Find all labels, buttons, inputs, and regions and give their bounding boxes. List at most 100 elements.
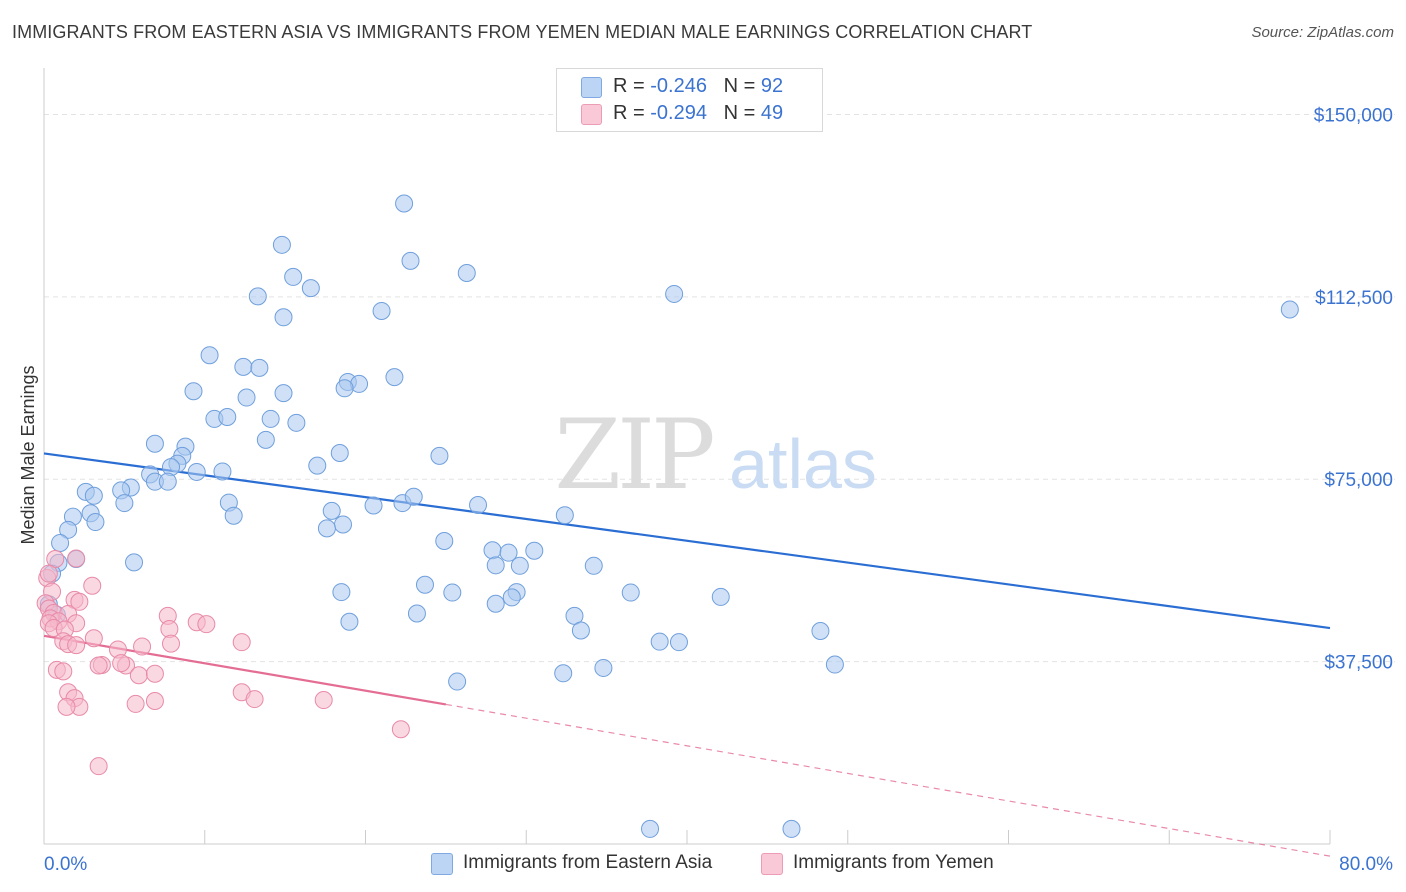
point-eastern-asia <box>825 655 844 674</box>
point-yemen <box>161 634 180 653</box>
y-axis-title: Median Male Earnings <box>18 365 38 544</box>
point-eastern-asia <box>335 379 354 398</box>
point-eastern-asia <box>187 462 206 481</box>
point-eastern-asia <box>333 515 352 534</box>
point-eastern-asia <box>261 409 280 428</box>
point-eastern-asia <box>330 443 349 462</box>
point-eastern-asia <box>510 556 529 575</box>
point-yemen <box>133 637 152 656</box>
n-label: N = <box>723 75 761 97</box>
point-eastern-asia <box>59 520 78 539</box>
point-eastern-asia <box>125 553 144 572</box>
tick-labels: $37,500 $75,000 $112,500 $150,000 0.0% 80.0% <box>44 105 1393 875</box>
point-eastern-asia <box>555 506 574 525</box>
point-yemen <box>245 690 264 709</box>
point-eastern-asia <box>415 575 434 594</box>
n-value: 49 <box>760 102 784 124</box>
point-eastern-asia <box>145 434 164 453</box>
point-eastern-asia <box>158 472 177 491</box>
point-eastern-asia <box>372 301 391 320</box>
watermark: ZIP atlas <box>554 399 877 511</box>
point-eastern-asia <box>395 194 414 213</box>
point-eastern-asia <box>584 556 603 575</box>
gridlines <box>44 113 1395 663</box>
point-yemen <box>67 636 86 655</box>
point-yemen <box>145 664 164 683</box>
trend-line-yemen-extension <box>445 703 1331 857</box>
point-yemen <box>197 615 216 634</box>
point-eastern-asia <box>554 664 573 683</box>
watermark-zip: ZIP <box>554 399 713 511</box>
x-tick-label: 80.0% <box>1339 854 1393 875</box>
data-points <box>36 194 1299 838</box>
legend-swatch-eastern-asia <box>431 853 453 875</box>
point-eastern-asia <box>322 501 341 520</box>
point-eastern-asia <box>525 541 544 560</box>
point-eastern-asia <box>274 384 293 403</box>
point-eastern-asia <box>430 446 449 465</box>
watermark-atlas: atlas <box>729 425 877 503</box>
point-eastern-asia <box>332 583 351 602</box>
point-eastern-asia <box>237 388 256 407</box>
point-eastern-asia <box>641 819 660 838</box>
legend-swatch-eastern-asia <box>581 77 602 98</box>
point-yemen <box>39 564 58 583</box>
point-eastern-asia <box>184 382 203 401</box>
point-eastern-asia <box>250 358 269 377</box>
point-eastern-asia <box>457 264 476 283</box>
point-eastern-asia <box>486 594 505 613</box>
point-eastern-asia <box>1280 300 1299 319</box>
point-yemen <box>57 697 76 716</box>
point-eastern-asia <box>483 541 502 560</box>
point-yemen <box>314 691 333 710</box>
point-eastern-asia <box>486 556 505 575</box>
point-eastern-asia <box>669 633 688 652</box>
r-label: R = <box>613 75 651 97</box>
x-tick-label: 0.0% <box>44 854 87 875</box>
r-value: -0.294 <box>650 102 707 124</box>
legend-label-eastern-asia: Immigrants from Eastern Asia <box>463 852 713 873</box>
point-eastern-asia <box>287 413 306 432</box>
point-eastern-asia <box>86 513 105 532</box>
point-eastern-asia <box>594 658 613 677</box>
point-eastern-asia <box>499 543 518 562</box>
point-eastern-asia <box>84 486 103 505</box>
point-eastern-asia <box>650 632 669 651</box>
point-eastern-asia <box>234 357 253 376</box>
point-eastern-asia <box>284 267 303 286</box>
point-yemen <box>89 656 108 675</box>
point-eastern-asia <box>443 583 462 602</box>
y-tick-label: $150,000 <box>1314 105 1393 126</box>
point-eastern-asia <box>218 407 237 426</box>
point-yemen <box>67 549 86 568</box>
point-eastern-asia <box>385 368 404 387</box>
n-label: N = <box>723 102 761 124</box>
n-value: 92 <box>760 75 784 97</box>
point-yemen <box>145 692 164 711</box>
point-yemen <box>70 592 89 611</box>
point-eastern-asia <box>224 506 243 525</box>
point-yemen <box>391 720 410 739</box>
y-tick-label: $37,500 <box>1324 653 1393 674</box>
legend-swatch-yemen <box>581 104 602 125</box>
point-eastern-asia <box>665 284 684 303</box>
point-eastern-asia <box>161 458 180 477</box>
point-eastern-asia <box>811 621 830 640</box>
axes <box>43 68 1331 845</box>
point-eastern-asia <box>213 462 232 481</box>
point-eastern-asia <box>502 588 521 607</box>
point-eastern-asia <box>51 533 70 552</box>
point-eastern-asia <box>401 251 420 270</box>
point-eastern-asia <box>404 487 423 506</box>
point-yemen <box>83 576 102 595</box>
point-yemen <box>84 629 103 648</box>
point-yemen <box>112 654 131 673</box>
chart-title: IMMIGRANTS FROM EASTERN ASIA VS IMMIGRAN… <box>12 22 1033 42</box>
point-eastern-asia <box>274 308 293 327</box>
point-eastern-asia <box>248 287 267 306</box>
point-eastern-asia <box>782 819 801 838</box>
point-yemen <box>54 662 73 681</box>
point-yemen <box>129 666 148 685</box>
point-eastern-asia <box>469 496 488 515</box>
point-eastern-asia <box>308 456 327 475</box>
